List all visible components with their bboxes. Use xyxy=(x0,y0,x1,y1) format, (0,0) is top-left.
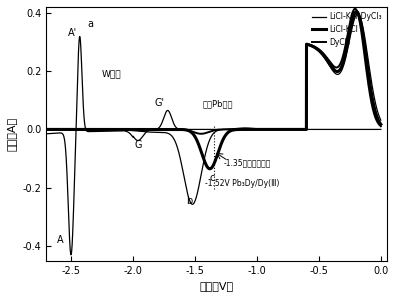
Text: W电极: W电极 xyxy=(102,69,122,78)
Text: -1.35（电流增大）: -1.35（电流增大） xyxy=(223,159,271,167)
Text: 液态Pb电极: 液态Pb电极 xyxy=(202,100,233,108)
Text: G: G xyxy=(135,140,142,150)
Text: -1.52V Pb₃Dy/Dy(Ⅲ): -1.52V Pb₃Dy/Dy(Ⅲ) xyxy=(205,179,279,188)
Text: c: c xyxy=(209,173,215,183)
X-axis label: 电压（V）: 电压（V） xyxy=(200,281,234,291)
Y-axis label: 电流（A）: 电流（A） xyxy=(7,117,17,151)
Text: G': G' xyxy=(154,98,165,108)
Text: A': A' xyxy=(67,27,76,38)
Legend: LiCl-KCl-DyCl₃, LiCl-KCl, DyCl₃: LiCl-KCl-DyCl₃, LiCl-KCl, DyCl₃ xyxy=(311,11,383,49)
Text: a: a xyxy=(87,19,93,29)
Text: b: b xyxy=(186,196,192,206)
Text: A: A xyxy=(57,235,64,245)
